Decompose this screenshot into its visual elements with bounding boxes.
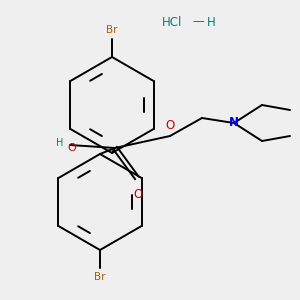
Text: Br: Br — [94, 272, 106, 282]
Text: O: O — [134, 188, 142, 201]
Text: HCl: HCl — [162, 16, 182, 28]
Text: O: O — [67, 143, 76, 153]
Text: O: O — [165, 119, 175, 132]
Text: N: N — [229, 116, 239, 130]
Text: —: — — [192, 16, 204, 28]
Text: Br: Br — [106, 25, 118, 35]
Text: H: H — [207, 16, 216, 28]
Text: H: H — [56, 138, 63, 148]
